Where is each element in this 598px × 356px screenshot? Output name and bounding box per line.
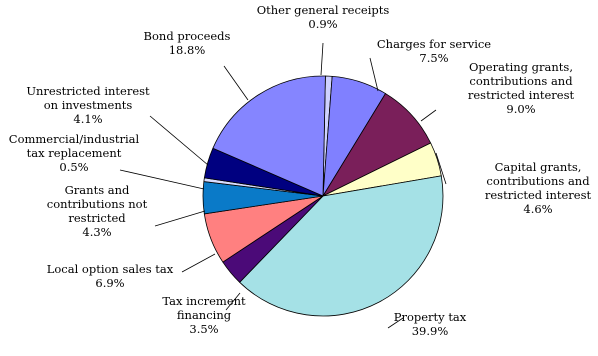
label-line: Operating grants, <box>469 60 573 74</box>
label-line: Unrestricted interest <box>26 84 150 98</box>
label-charges-for-service: Charges for service 7.5% <box>377 37 491 65</box>
label-line: tax replacement <box>27 146 122 160</box>
label-line: Grants and <box>65 183 130 197</box>
label-line: Tax increment <box>162 294 246 308</box>
label-pct: 18.8% <box>169 43 206 57</box>
leader-capital-grants-contributions-and-restricted-interest <box>435 152 447 185</box>
label-capital-grants-contributions-and-restricted-interest: Capital grants, contributions and restrict… <box>485 160 592 216</box>
label-line: contributions not <box>47 197 148 211</box>
leader-lines <box>119 42 447 329</box>
label-pct: 0.5% <box>59 160 88 174</box>
label-line: restricted interest <box>468 88 575 102</box>
label-line: financing <box>177 308 232 322</box>
label-commercial-industrial-tax-replacement: Commercial/industrial tax replacement 0.5% <box>9 132 140 174</box>
label-pct: 39.9% <box>412 324 449 338</box>
label-line: restricted interest <box>485 188 592 202</box>
slice-bond-proceeds <box>212 75 326 197</box>
label-pct: 3.5% <box>189 322 218 336</box>
label-grants-and-contributions-not-restricted: Grants and contributions not restricted 4.3… <box>47 183 148 239</box>
leader-local-option-sales-tax <box>181 253 216 273</box>
leader-unrestricted-interest-on-investments <box>149 115 209 166</box>
label-line: Other general receipts <box>257 3 390 17</box>
label-tax-increment-financing: Tax increment financing 3.5% <box>162 294 246 336</box>
label-pct: 4.3% <box>82 225 111 239</box>
leader-grants-and-contributions-not-restricted <box>154 210 206 227</box>
leader-charges-for-service <box>369 57 379 92</box>
label-operating-grants-contributions-and-restricted-interest: Operating grants, contributions and restri… <box>468 60 575 116</box>
label-line: contributions and <box>469 74 573 88</box>
label-local-option-sales-tax: Local option sales tax 6.9% <box>47 262 174 290</box>
label-line: contributions and <box>486 174 590 188</box>
label-line: Property tax <box>394 310 467 324</box>
label-other-general-receipts: Other general receipts 0.9% <box>257 3 390 31</box>
label-line: on investments <box>44 98 133 112</box>
label-property-tax: Property tax 39.9% <box>394 310 467 338</box>
slice-labels: Other general receipts 0.9% Charges for se… <box>9 3 592 338</box>
label-pct: 4.1% <box>73 112 102 126</box>
label-pct: 6.9% <box>95 276 124 290</box>
leader-operating-grants-contributions-and-restricted-interest <box>420 109 437 122</box>
label-line: Capital grants, <box>495 160 582 174</box>
leader-other-general-receipts <box>320 42 324 76</box>
label-unrestricted-interest-on-investments: Unrestricted interest on investments 4.1% <box>26 84 150 126</box>
pie-slices <box>202 75 444 317</box>
leader-bond-proceeds <box>223 65 249 101</box>
label-bond-proceeds: Bond proceeds 18.8% <box>144 29 231 57</box>
label-pct: 4.6% <box>523 202 552 216</box>
leader-tax-increment-financing <box>225 292 241 311</box>
slice-property-tax <box>239 175 444 317</box>
label-line: Charges for service <box>377 37 491 51</box>
leader-property-tax <box>387 317 404 329</box>
label-line: Commercial/industrial <box>9 132 140 146</box>
label-line: Local option sales tax <box>47 262 174 276</box>
label-line: Bond proceeds <box>144 29 231 43</box>
label-pct: 0.9% <box>308 17 337 31</box>
label-pct: 7.5% <box>419 51 448 65</box>
leader-commercial-industrial-tax-replacement <box>119 169 205 190</box>
label-pct: 9.0% <box>506 102 535 116</box>
label-line: restricted <box>68 211 126 225</box>
